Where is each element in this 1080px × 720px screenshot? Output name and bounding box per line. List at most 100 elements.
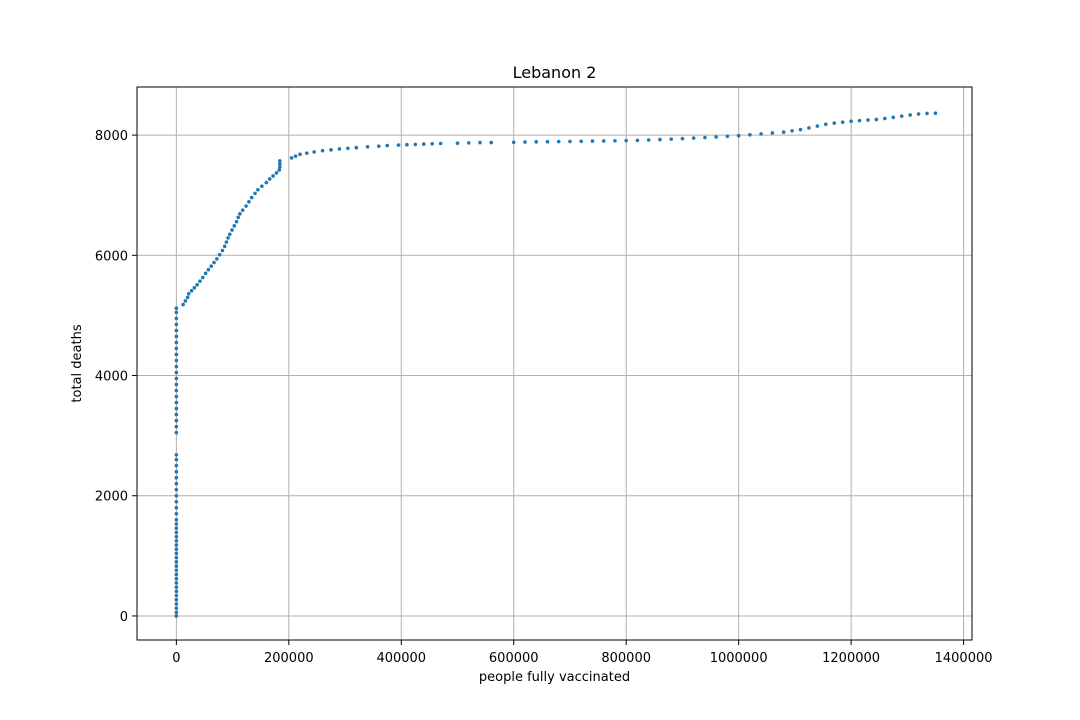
data-point [466, 141, 471, 145]
data-point [174, 487, 179, 492]
data-point [455, 141, 460, 146]
data-point [329, 148, 333, 152]
data-point [790, 129, 794, 133]
x-axis-label: people fully vaccinated [479, 670, 630, 685]
data-points [174, 111, 938, 618]
data-point [807, 126, 811, 130]
data-point [278, 159, 282, 163]
data-point [714, 135, 718, 139]
data-point [601, 139, 606, 143]
data-point [174, 322, 179, 327]
data-point [298, 152, 302, 157]
data-point [346, 146, 350, 151]
data-point [748, 132, 752, 137]
data-point [320, 148, 325, 153]
data-point [174, 564, 179, 568]
data-point [192, 285, 197, 290]
data-point [174, 424, 179, 429]
data-point [305, 151, 309, 155]
data-point [174, 614, 179, 618]
data-point [174, 388, 179, 393]
data-point [217, 252, 222, 257]
data-point [759, 132, 763, 136]
data-point [798, 127, 803, 132]
data-point [183, 299, 188, 303]
data-point [376, 144, 381, 149]
data-point [203, 271, 208, 276]
y-axis-label: total deaths [70, 324, 85, 402]
data-point [174, 457, 179, 462]
data-point [289, 156, 294, 160]
data-point [174, 581, 179, 585]
data-point [624, 138, 628, 143]
data-point [174, 522, 179, 526]
x-tick-label: 0 [172, 651, 180, 666]
data-point [545, 139, 550, 144]
y-tick-label: 4000 [95, 370, 128, 385]
y-tick-label: 8000 [95, 129, 128, 144]
data-point [174, 463, 179, 468]
data-point [200, 275, 205, 280]
data-point [253, 191, 257, 196]
data-point [220, 248, 225, 253]
y-tick-label: 6000 [95, 249, 128, 264]
data-point [174, 543, 179, 547]
data-point [181, 302, 185, 307]
data-point [186, 291, 191, 296]
data-point [198, 279, 202, 283]
data-point [174, 430, 179, 435]
data-point [354, 145, 359, 150]
x-tick-label: 200000 [264, 651, 314, 666]
data-point [174, 376, 179, 381]
data-point [247, 200, 251, 204]
data-point [174, 328, 179, 333]
data-point [174, 610, 179, 615]
data-point [226, 236, 230, 240]
data-point [277, 168, 282, 172]
data-point [174, 394, 179, 399]
y-tick-label: 0 [120, 610, 128, 625]
data-point [691, 136, 696, 140]
data-point [874, 117, 879, 122]
data-point [174, 511, 179, 516]
data-point [238, 212, 242, 216]
data-point [174, 475, 179, 480]
data-point [489, 140, 494, 145]
x-tick-label: 1200000 [822, 651, 880, 666]
data-point [770, 131, 775, 135]
data-point [891, 115, 896, 120]
data-point [174, 406, 179, 411]
data-point [267, 177, 272, 181]
data-point [222, 244, 227, 249]
x-tick-label: 1000000 [710, 651, 768, 666]
data-point [174, 593, 179, 598]
data-point [405, 142, 409, 147]
data-point [511, 140, 516, 145]
data-point [174, 469, 179, 474]
data-point [174, 481, 179, 486]
data-point [174, 499, 179, 504]
data-point [249, 195, 254, 200]
y-tick-label: 2000 [95, 490, 128, 505]
grid [137, 87, 972, 640]
x-tick-label: 600000 [489, 651, 539, 666]
chart-title: Lebanon 2 [513, 63, 597, 82]
data-point [413, 142, 418, 147]
data-point [278, 162, 282, 166]
data-point [174, 505, 179, 510]
data-point [857, 118, 862, 123]
data-point [849, 119, 853, 124]
data-point [646, 138, 651, 142]
data-point [212, 260, 216, 265]
data-point [579, 139, 584, 144]
data-point [534, 140, 539, 144]
data-point [883, 116, 887, 121]
data-point [568, 139, 572, 144]
data-point [174, 370, 179, 375]
data-point [185, 295, 190, 300]
data-point [781, 130, 786, 134]
data-point [916, 112, 921, 116]
data-point [174, 602, 179, 606]
data-point [230, 228, 234, 232]
